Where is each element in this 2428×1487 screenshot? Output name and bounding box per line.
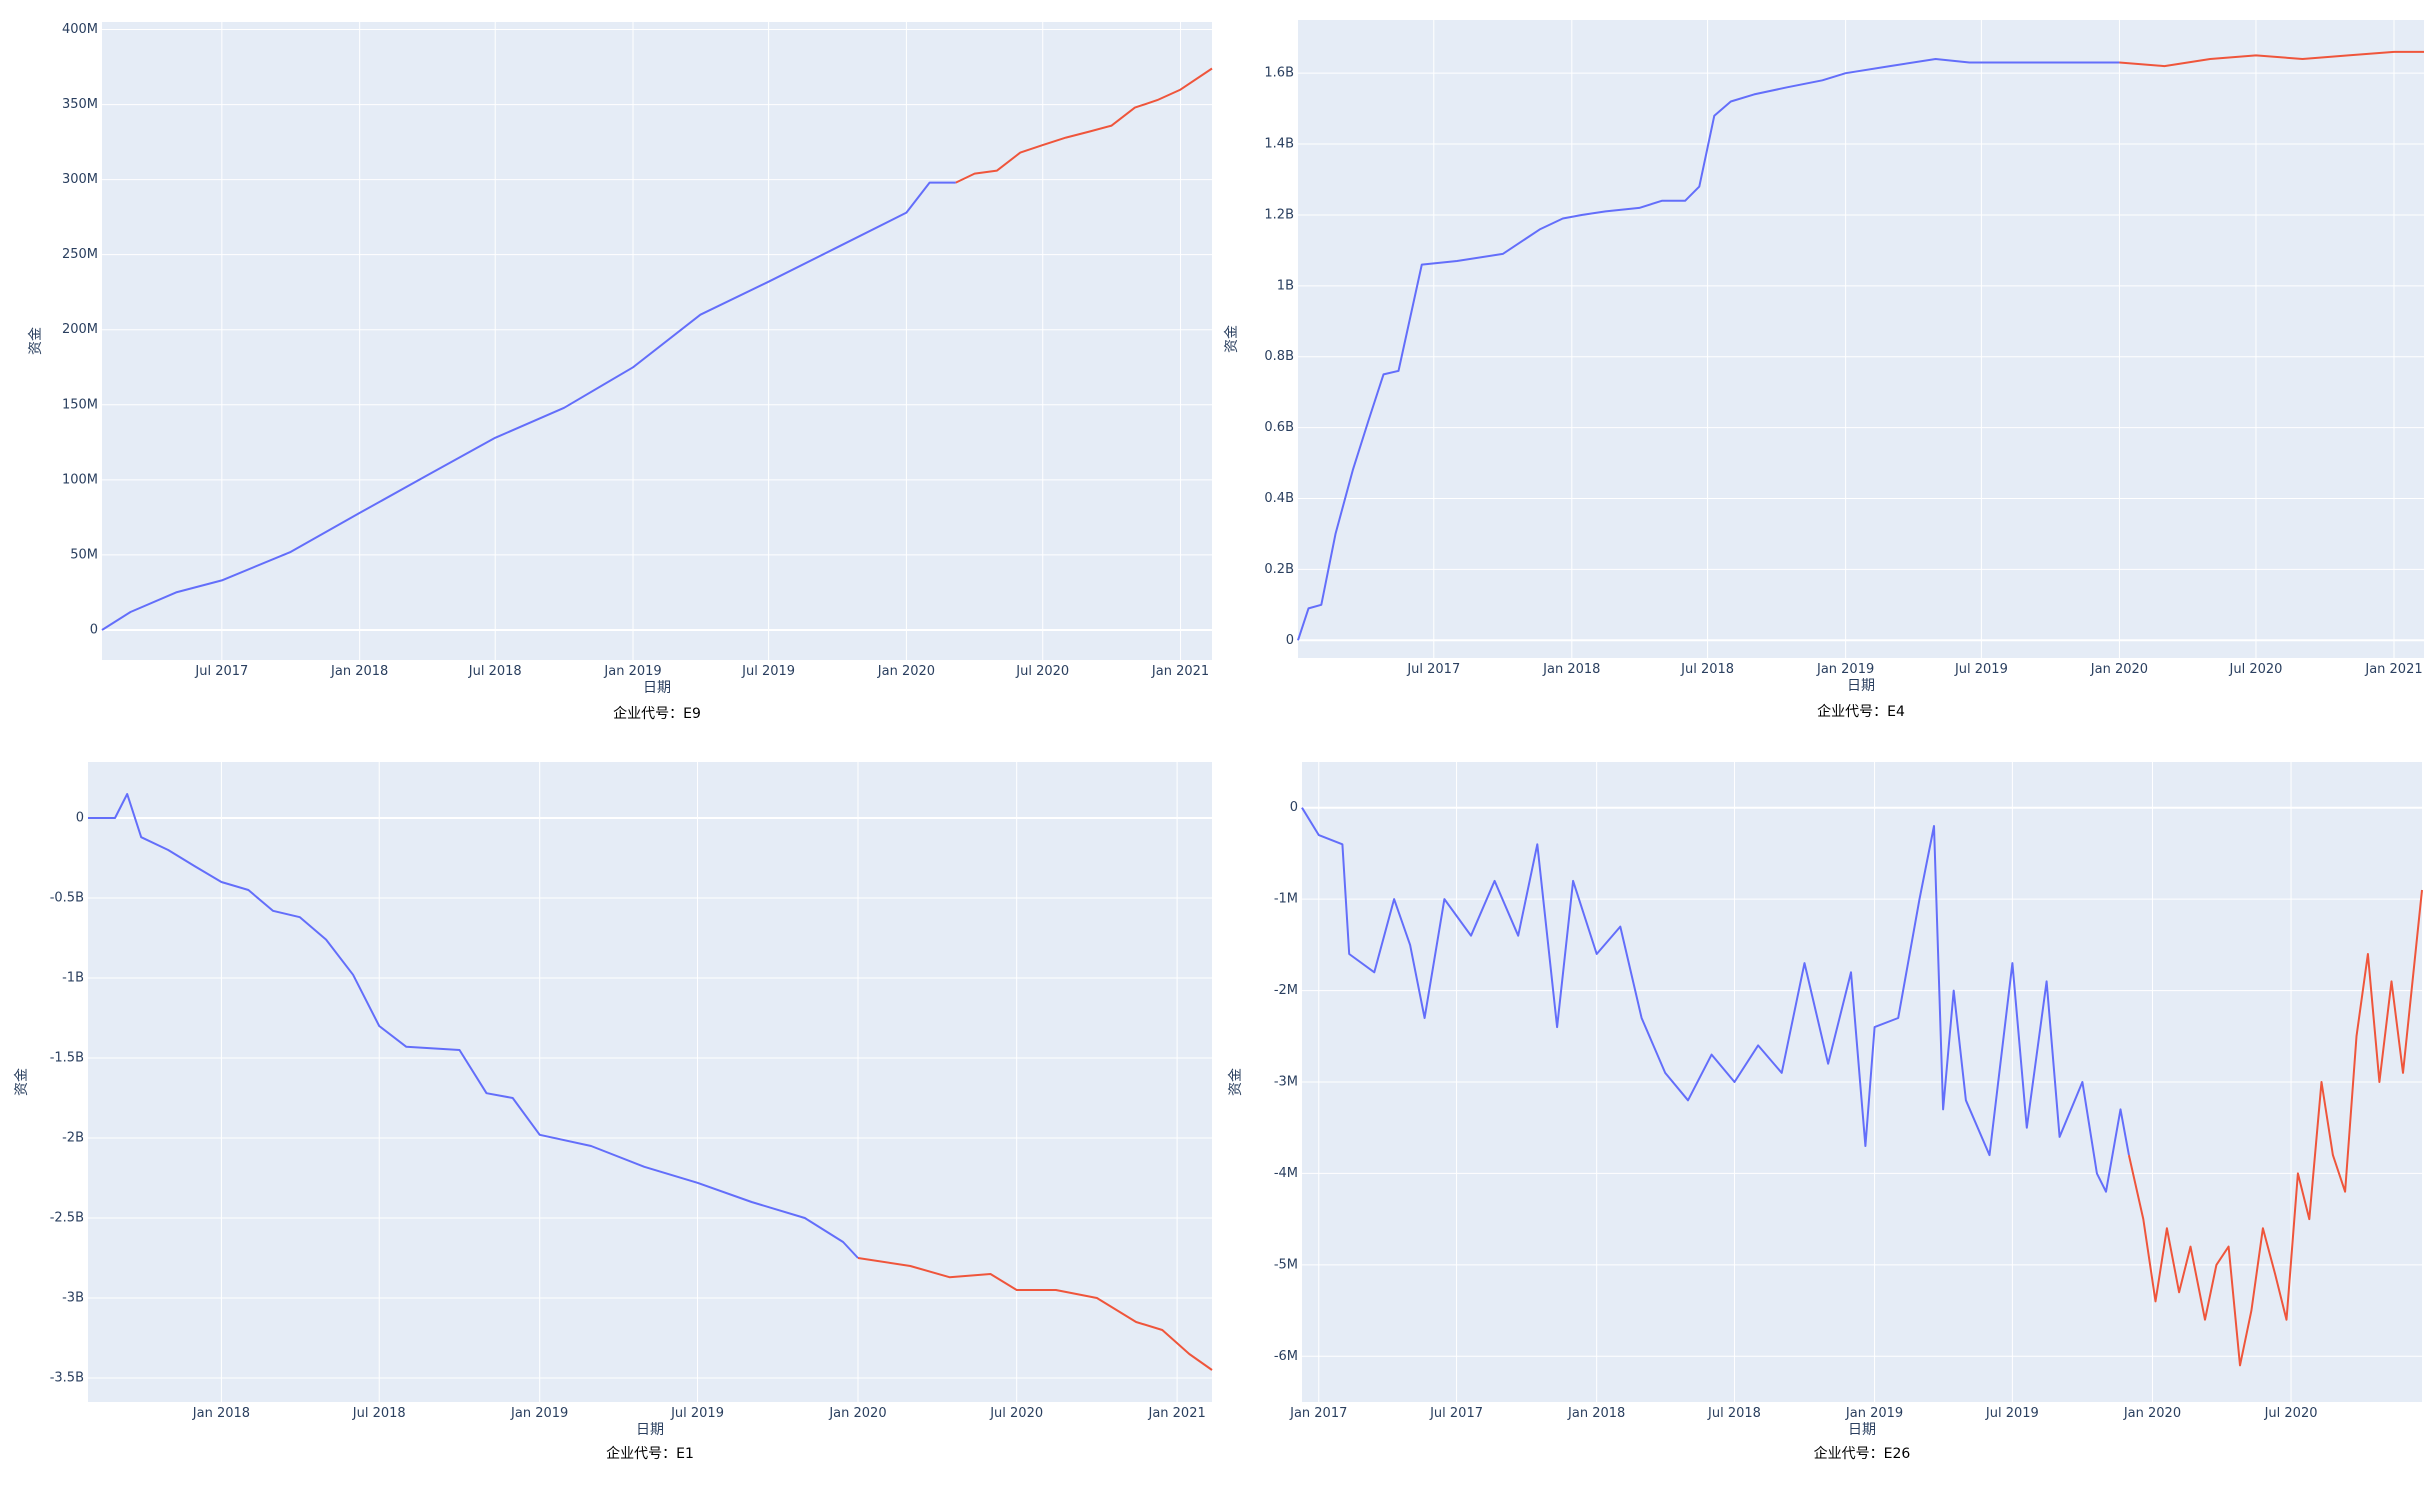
x-axis-title: 日期: [1848, 1422, 1876, 1438]
history-series-line: [101, 181, 956, 631]
x-tick-label: Jul 2018: [1680, 662, 1734, 677]
y-tick-label: 0.8B: [1264, 349, 1294, 364]
chart-e4: Jul 2017 Jan 2018 Jul 2018 Jan 2019 Jul 2019…: [1224, 20, 2424, 720]
y-tick-label: 250M: [62, 247, 98, 262]
plot-area: [1298, 20, 2424, 658]
chart-panel-e9: Jul 2017 Jan 2018 Jul 2018 Jan 2019 Jul 2019…: [0, 0, 1214, 744]
forecast-series-line: [2127, 889, 2423, 1367]
company-label: 企业代号：E4: [1817, 703, 1905, 720]
y-tick-label: 0.4B: [1264, 491, 1294, 506]
x-tick-label: Jul 2020: [989, 1406, 1043, 1421]
chart-panel-e1: Jan 2018 Jul 2018 Jan 2019 Jul 2019 Jan 2020…: [0, 744, 1214, 1487]
x-tick-label: Jul 2019: [741, 664, 795, 679]
x-tick-label: Jul 2017: [194, 664, 248, 679]
y-tick-label: -6M: [1274, 1349, 1298, 1364]
y-tick-label: -2.5B: [50, 1211, 84, 1226]
x-tick-label: Jul 2019: [670, 1406, 724, 1421]
y-tick-label: -1B: [62, 971, 84, 986]
y-tick-label: 200M: [62, 322, 98, 337]
x-tick-label: Jan 2018: [330, 664, 388, 679]
y-tick-label: 0: [1290, 800, 1298, 815]
x-tick-label: Jan 2020: [828, 1406, 886, 1421]
y-axis-title: 资金: [1228, 1068, 1244, 1096]
x-tick-label: Jul 2019: [1954, 662, 2008, 677]
x-tick-label: Jan 2017: [1289, 1406, 1347, 1421]
y-tick-label: -3.5B: [50, 1371, 84, 1386]
y-tick-label: 350M: [62, 97, 98, 112]
x-tick-label: Jul 2018: [468, 664, 522, 679]
y-tick-label: -0.5B: [50, 891, 84, 906]
history-series-line: [1301, 807, 2130, 1193]
x-tick-label: Jan 2021: [1151, 664, 1209, 679]
x-tick-label: Jan 2021: [2364, 662, 2422, 677]
x-tick-label: Jan 2018: [192, 1406, 250, 1421]
y-axis-title: 资金: [28, 327, 44, 355]
y-tick-label: 50M: [70, 547, 98, 562]
y-tick-label: -1.5B: [50, 1051, 84, 1066]
y-tick-label: 0: [90, 622, 98, 637]
x-tick-label: Jan 2021: [1147, 1406, 1205, 1421]
chart-panel-e4: Jul 2017 Jan 2018 Jul 2018 Jan 2019 Jul 2019…: [1214, 0, 2428, 744]
x-tick-label: Jul 2017: [1429, 1406, 1483, 1421]
y-tick-label: -5M: [1274, 1257, 1298, 1272]
y-tick-label: -3B: [62, 1291, 84, 1306]
y-tick-label: 400M: [62, 22, 98, 37]
history-series-line: [88, 793, 859, 1259]
y-tick-label: 100M: [62, 472, 98, 487]
chart-panel-e26: Jan 2017 Jul 2017 Jan 2018 Jul 2018 Jan 2019…: [1214, 744, 2428, 1487]
y-axis-title: 资金: [14, 1068, 30, 1096]
x-tick-label: Jan 2019: [1845, 1406, 1903, 1421]
company-label: 企业代号：E9: [613, 705, 701, 722]
y-tick-label: 1.6B: [1264, 66, 1294, 81]
y-tick-label: 0: [76, 811, 84, 826]
plot-area: [102, 22, 1212, 660]
x-tick-label: Jan 2020: [2123, 1406, 2181, 1421]
y-tick-label: 0.6B: [1264, 420, 1294, 435]
company-label: 企业代号：E26: [1814, 1445, 1911, 1462]
y-tick-label: 1.2B: [1264, 207, 1294, 222]
x-tick-label: Jan 2018: [1542, 662, 1600, 677]
y-tick-label: -1M: [1274, 892, 1298, 907]
x-axis-title: 日期: [1847, 678, 1875, 694]
x-tick-label: Jul 2020: [2264, 1406, 2318, 1421]
forecast-series-line: [857, 1257, 1213, 1371]
y-axis-title: 资金: [1224, 325, 1240, 353]
y-tick-label: 0: [1286, 633, 1294, 648]
x-tick-label: Jan 2019: [510, 1406, 568, 1421]
forecast-series-line: [955, 67, 1213, 184]
x-tick-label: Jan 2018: [1567, 1406, 1625, 1421]
x-axis-title: 日期: [636, 1422, 664, 1438]
company-label: 企业代号：E1: [606, 1445, 694, 1462]
x-tick-label: Jan 2019: [1816, 662, 1874, 677]
x-tick-label: Jul 2017: [1406, 662, 1460, 677]
chart-e26: Jan 2017 Jul 2017 Jan 2018 Jul 2018 Jan 2019…: [1228, 762, 2423, 1462]
y-tick-label: -4M: [1274, 1166, 1298, 1181]
chart-e1: Jan 2018 Jul 2018 Jan 2019 Jul 2019 Jan 2020…: [14, 762, 1213, 1462]
x-tick-label: Jan 2020: [2090, 662, 2148, 677]
y-tick-label: 1.4B: [1264, 137, 1294, 152]
y-tick-label: 150M: [62, 397, 98, 412]
x-tick-label: Jan 2020: [877, 664, 935, 679]
x-tick-label: Jul 2018: [1707, 1406, 1761, 1421]
y-tick-label: 0.2B: [1264, 562, 1294, 577]
chart-e9: Jul 2017 Jan 2018 Jul 2018 Jan 2019 Jul 2019…: [28, 22, 1213, 722]
forecast-series-line: [2119, 50, 2424, 68]
y-tick-label: -2B: [62, 1131, 84, 1146]
x-axis-title: 日期: [643, 680, 671, 696]
x-tick-label: Jul 2018: [352, 1406, 406, 1421]
x-tick-label: Jul 2020: [2229, 662, 2283, 677]
plot-area: [88, 762, 1212, 1402]
y-tick-label: 300M: [62, 172, 98, 187]
y-tick-label: 1B: [1277, 278, 1294, 293]
x-tick-label: Jul 2019: [1985, 1406, 2039, 1421]
history-series-line: [1297, 58, 2120, 641]
y-tick-label: -2M: [1274, 983, 1298, 998]
x-tick-label: Jan 2019: [603, 664, 661, 679]
y-tick-label: -3M: [1274, 1075, 1298, 1090]
x-tick-label: Jul 2020: [1015, 664, 1069, 679]
